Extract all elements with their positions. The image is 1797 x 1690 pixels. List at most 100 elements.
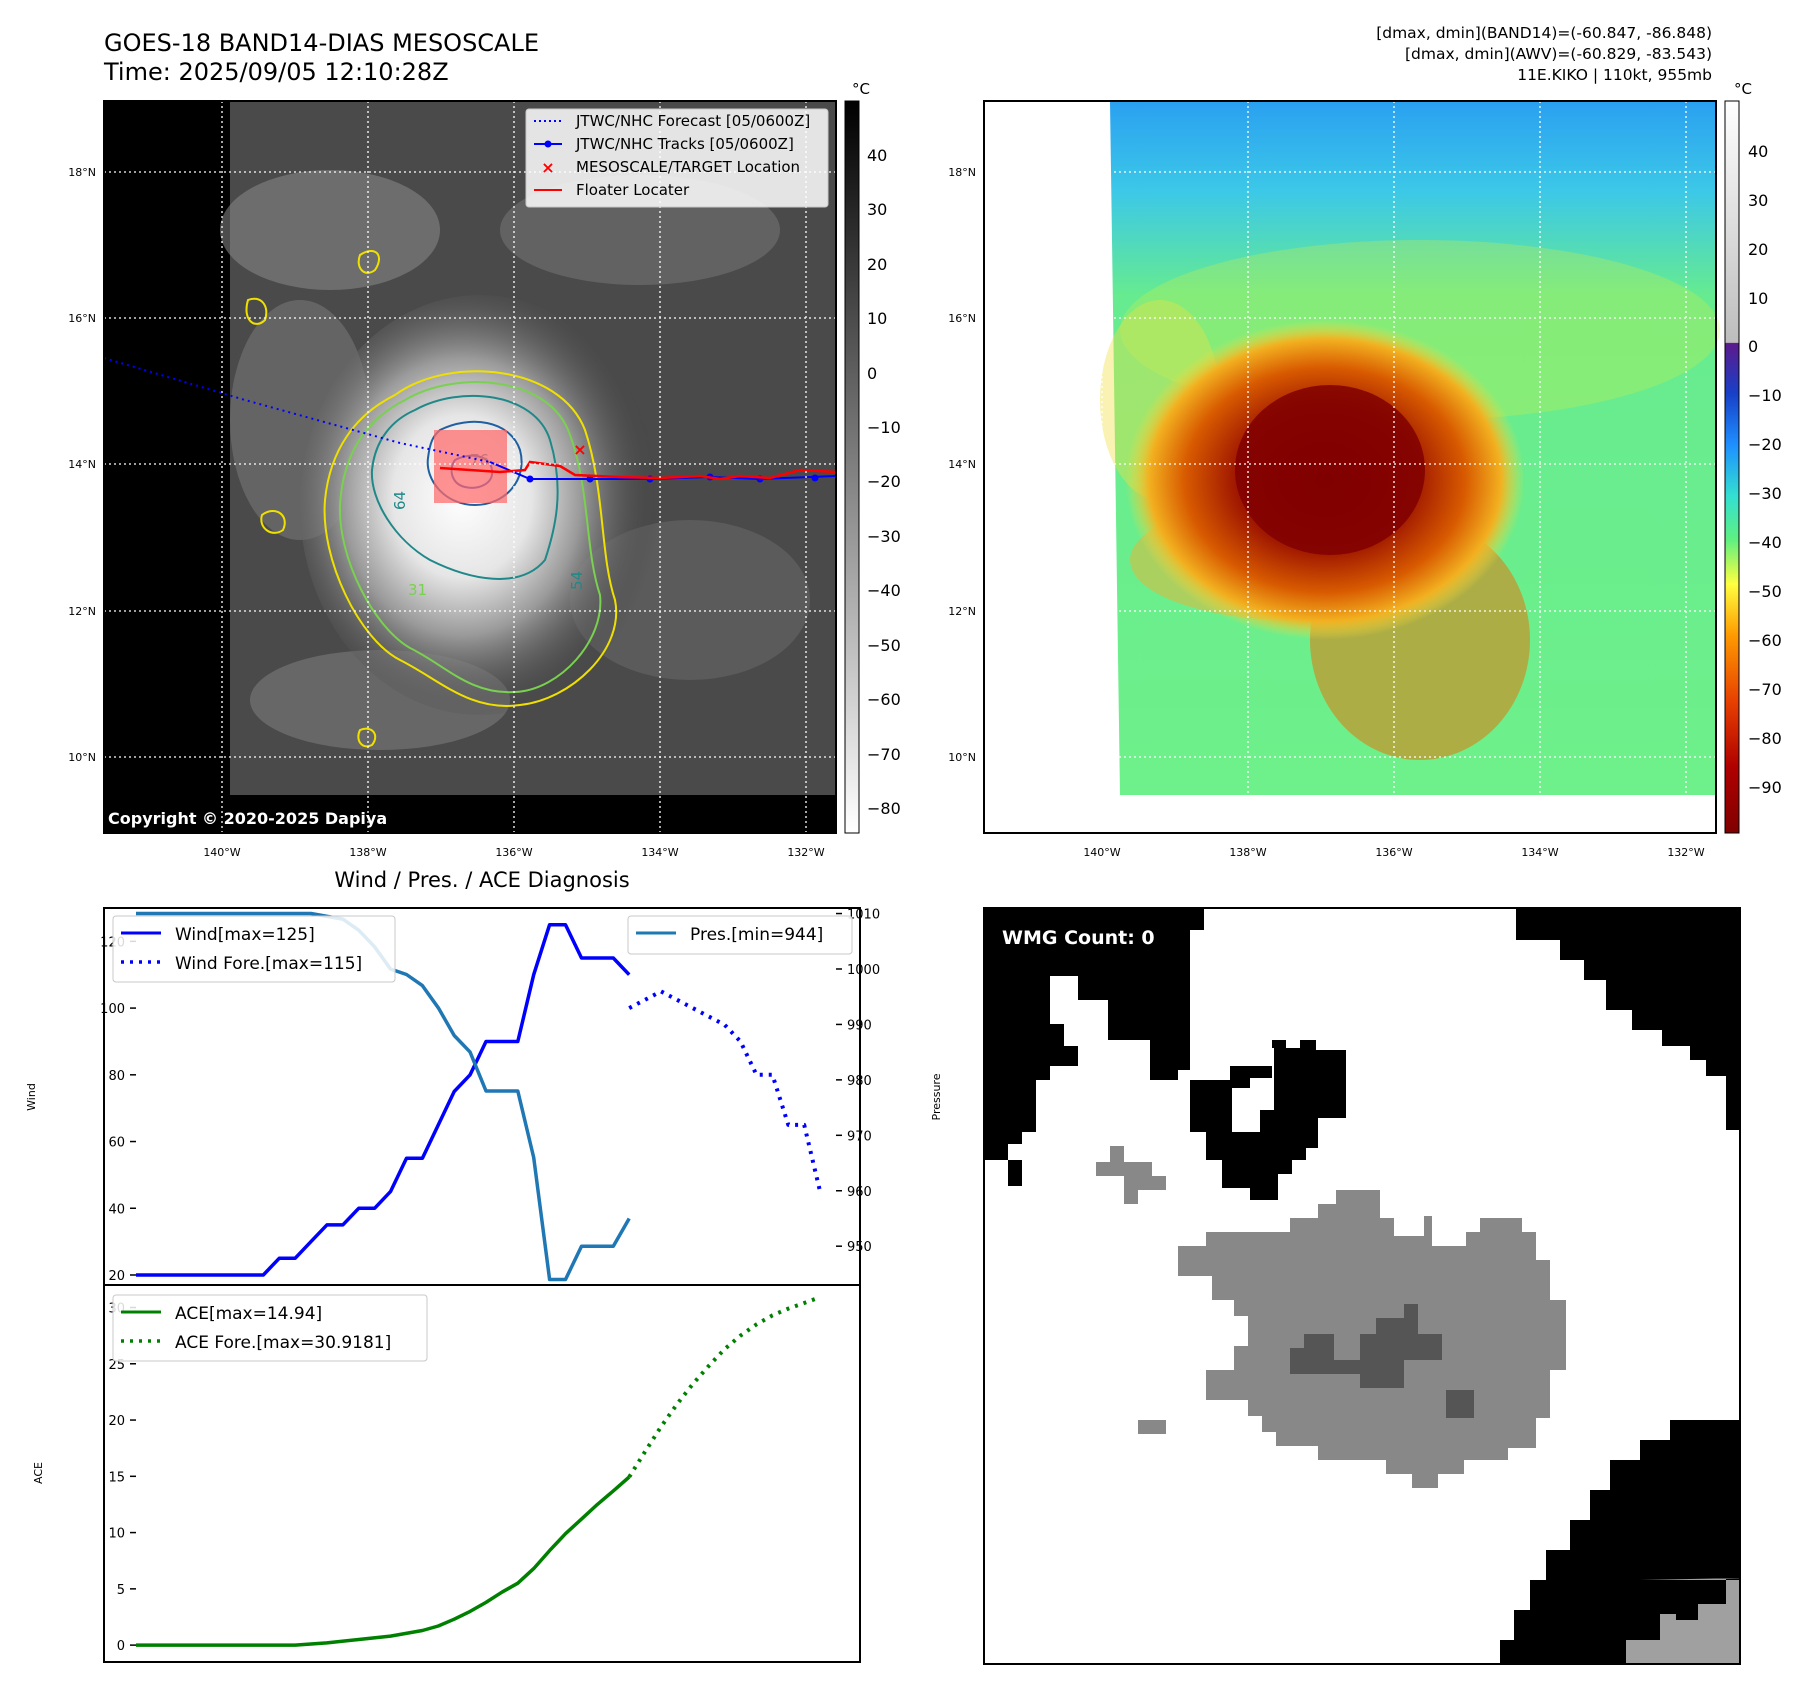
y-tick-label: 25 [108,1358,125,1373]
diagnosis-title: Wind / Pres. / ACE Diagnosis [334,868,629,892]
y-tick-label: 100 [100,1002,125,1017]
awv-cbar-tick: −60 [1748,631,1782,650]
wind-pressure-chart: Wind Pressure 20406080100120950960970980… [25,907,943,1286]
awv-lon-138: 138°W [1229,846,1266,859]
ir-colorbar-ticks: 40 30 20 10 0 −10 −20 −30 −40 −50 −60 −7… [867,146,901,818]
ir-lon-134: 134°W [641,846,678,859]
y-tick-label: 10 [108,1527,125,1542]
awv-cbar-tick: 30 [1748,191,1768,210]
wind-legend [112,915,396,983]
awv-map-panel: 18°N 16°N 14°N 12°N 10°N 140°W 138°W 136… [948,80,1782,859]
awv-cbar-tick: −50 [1748,582,1782,601]
ir-cbar-tick: 30 [867,200,887,219]
y2-tick-label: 950 [847,1240,872,1255]
legend-tracks-marker [544,140,552,148]
awv-cbar-tick: −90 [1748,778,1782,797]
awv-lon-134: 134°W [1521,846,1558,859]
y-tick-label: 20 [108,1269,125,1284]
mesoscale-box [434,430,507,503]
figure-title: GOES-18 BAND14-DIAS MESOSCALE [104,29,539,57]
awv-colorbar-ticks: 40 30 20 10 0 −10 −20 −30 −40 −50 −60 −7… [1748,142,1782,797]
awv-cbar-tick: −80 [1748,729,1782,748]
forecast-track [103,357,491,463]
legend-tracks-label: JTWC/NHC Tracks [05/0600Z] [575,135,794,153]
ir-colorbar [844,100,860,834]
ir-lat-14: 14°N [68,458,96,471]
y-tick-label: 80 [108,1069,125,1084]
awv-cbar-tick: 0 [1748,337,1758,356]
ir-legend [525,108,829,208]
series-line-0 [136,922,631,1277]
legend-ace-forecast-label: ACE Fore.[max=30.9181] [175,1333,391,1353]
copyright-label: Copyright © 2020-2025 Dapiya [108,809,387,828]
y-tick-label: 20 [108,1414,125,1429]
awv-cbar-tick: −40 [1748,533,1782,552]
ace-chart: ACE 051015202530 ACE[max=14.94] ACE Fore… [32,1284,861,1663]
y2-tick-label: 1000 [847,963,880,978]
ir-cbar-tick: 20 [867,255,887,274]
stats-awv: [dmax, dmin](AWV)=(-60.829, -83.543) [1405,45,1712,63]
awv-colorbar-unit: °C [1734,80,1752,98]
wmg-panel: WMG Count: 0 [983,907,1741,1665]
y2-tick-label: 1010 [847,908,880,923]
y2-tick-label: 980 [847,1074,872,1089]
legend-pressure-label: Pres.[min=944] [690,925,823,945]
wmg-frame [983,907,1741,1665]
floater-locater-line [439,460,837,481]
y2-tick-label: 990 [847,1018,872,1033]
pressure-legend [627,915,853,955]
ir-lon-132: 132°W [787,846,824,859]
pressure-axis-label: Pressure [930,1073,943,1120]
awv-lat-16: 16°N [948,312,976,325]
wmg-black-regions [984,908,1740,1664]
awv-cbar-tick: 20 [1748,240,1768,259]
ace-axis-label: ACE [32,1462,45,1484]
awv-lon-136: 136°W [1375,846,1412,859]
contour-label-31: 31 [408,581,427,599]
ir-map-frame [103,100,837,834]
figure-time: Time: 2025/09/05 12:10:28Z [103,58,449,86]
legend-wind-forecast-label: Wind Fore.[max=115] [175,954,362,974]
ir-cbar-tick: −20 [867,472,901,491]
storm-info: 11E.KIKO | 110kt, 955mb [1517,66,1712,84]
awv-lat-18: 18°N [948,166,976,179]
ir-lat-12: 12°N [68,605,96,618]
ir-lat-18: 18°N [68,166,96,179]
ir-cbar-tick: −40 [867,581,901,600]
awv-lon-140: 140°W [1083,846,1120,859]
ir-cbar-tick: 10 [867,309,887,328]
legend-ace-label: ACE[max=14.94] [175,1304,322,1324]
awv-lat-12: 12°N [948,605,976,618]
ir-colorbar-unit: °C [852,80,870,98]
legend-floater-label: Floater Locater [576,181,690,199]
awv-lon-132: 132°W [1667,846,1704,859]
contours [245,250,618,748]
y-tick-label: 15 [108,1470,125,1485]
ir-lon-138: 138°W [349,846,386,859]
ir-lat-16: 16°N [68,312,96,325]
awv-eye-region [1235,385,1425,555]
ir-cbar-tick: 40 [867,146,887,165]
contour-label-54: 54 [568,571,586,590]
ir-cbar-tick: −70 [867,745,901,764]
ir-cbar-tick: 0 [867,364,877,383]
y-tick-label: 5 [117,1583,125,1598]
awv-colorbar [1724,100,1740,834]
awv-cbar-tick: 10 [1748,289,1768,308]
wind-axis-label: Wind [25,1083,38,1111]
ir-cbar-tick: −10 [867,418,901,437]
legend-forecast-label: JTWC/NHC Forecast [05/0600Z] [575,112,810,130]
awv-map-frame [983,100,1717,834]
ir-map-panel: 76 64 54 31 × JTWC/NHC Forecast [05/0 [68,80,901,859]
target-location-marker: × [573,440,586,459]
y-tick-label: 40 [108,1202,125,1217]
awv-gridlines [984,101,1716,833]
ir-lon-136: 136°W [495,846,532,859]
legend-target-label: MESOSCALE/TARGET Location [576,158,800,176]
ace-legend [112,1294,428,1362]
series-line-0 [136,1475,631,1647]
stats-band14: [dmax, dmin](BAND14)=(-60.847, -86.848) [1376,24,1712,42]
awv-cbar-tick: −70 [1748,680,1782,699]
contour-label-64: 64 [391,491,409,510]
ir-cbar-tick: −30 [867,527,901,546]
